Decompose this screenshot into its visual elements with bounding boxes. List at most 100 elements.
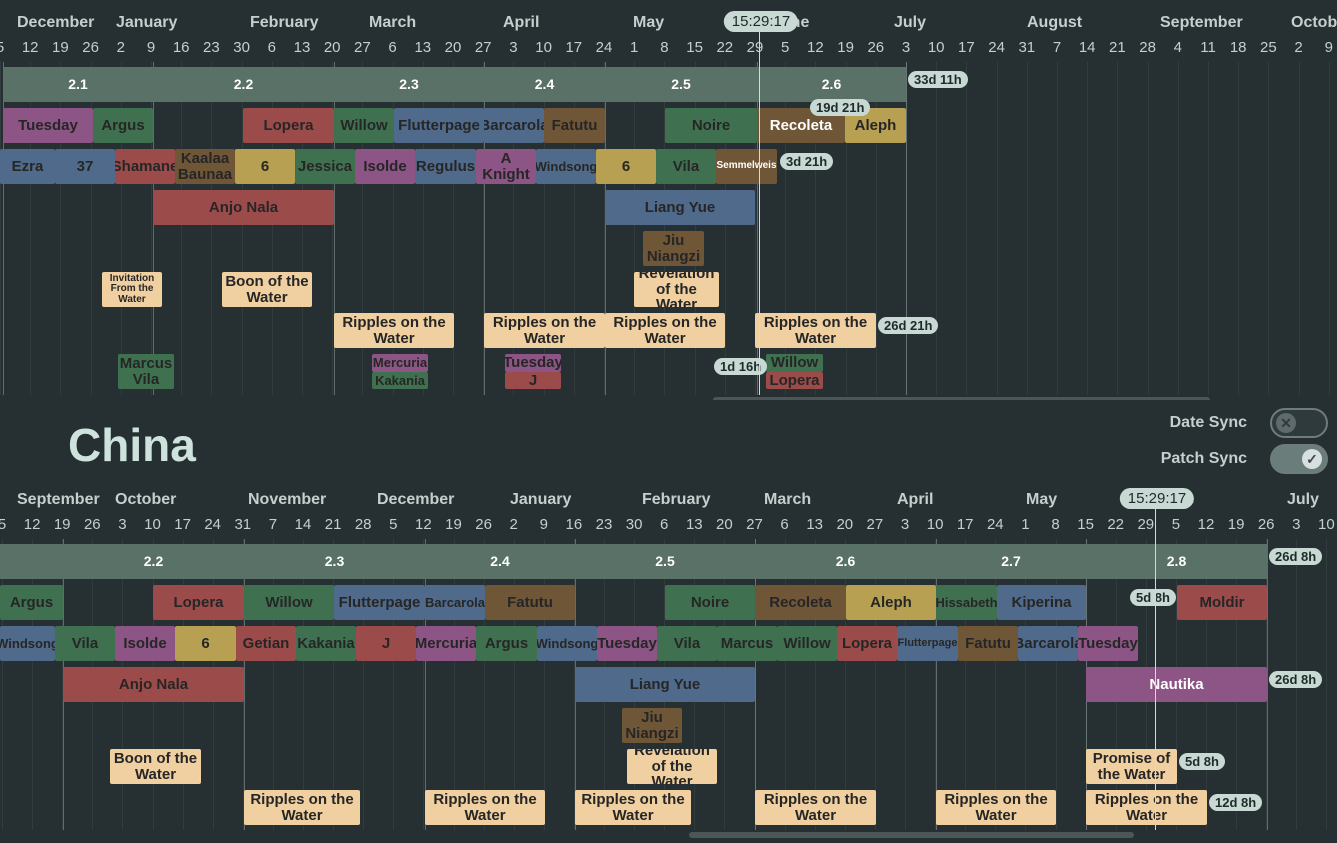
patch-sync-toggle[interactable]: ✓: [1270, 444, 1328, 474]
event-bar[interactable]: Noire: [665, 585, 755, 620]
event-bar[interactable]: 37: [55, 149, 115, 184]
event-bar[interactable]: Anjo Nala: [153, 190, 334, 225]
event-bar[interactable]: Ripples on the Water: [425, 790, 545, 825]
event-bar[interactable]: Mercuria: [372, 354, 428, 372]
event-bar[interactable]: Fatutu: [544, 108, 605, 143]
event-bar[interactable]: Isolde: [115, 626, 175, 661]
patch-bar[interactable]: 2.6: [757, 67, 906, 102]
event-bar[interactable]: Windsong: [537, 626, 597, 661]
patch-bar[interactable]: 2.5: [575, 544, 755, 579]
event-bar[interactable]: Ripples on the Water: [1086, 790, 1207, 825]
patch-bar[interactable]: 2.4: [425, 544, 575, 579]
event-bar[interactable]: Flutterpage: [897, 626, 958, 661]
event-bar[interactable]: Ripples on the Water: [244, 790, 360, 825]
patch-bar[interactable]: 2.3: [334, 67, 484, 102]
event-bar[interactable]: Aleph: [846, 585, 936, 620]
event-bar[interactable]: Noire: [665, 108, 757, 143]
event-bar[interactable]: Fatutu: [958, 626, 1018, 661]
event-bar[interactable]: Nautika: [1086, 667, 1267, 702]
event-bar[interactable]: Barcarola: [1018, 626, 1078, 661]
patch-bar[interactable]: [0, 544, 63, 579]
event-bar[interactable]: Vila: [657, 626, 717, 661]
event-bar[interactable]: Marcus Vila: [118, 354, 174, 389]
event-bar[interactable]: Willow: [777, 626, 837, 661]
event-bar[interactable]: Ripples on the Water: [755, 313, 876, 348]
event-bar[interactable]: Semmelweis: [716, 149, 777, 184]
event-bar[interactable]: Willow: [244, 585, 334, 620]
event-bar[interactable]: Kiperina: [997, 585, 1086, 620]
event-bar[interactable]: Regulus: [415, 149, 476, 184]
event-bar[interactable]: Ripples on the Water: [605, 313, 725, 348]
event-bar[interactable]: Marcus: [717, 626, 777, 661]
event-bar[interactable]: Moldir: [1177, 585, 1267, 620]
event-bar[interactable]: Boon of the Water: [110, 749, 201, 784]
event-bar[interactable]: Vila: [55, 626, 115, 661]
event-bar[interactable]: Argus: [476, 626, 537, 661]
event-bar[interactable]: Ripples on the Water: [334, 313, 454, 348]
patch-bar[interactable]: 2.4: [484, 67, 605, 102]
event-bar[interactable]: Lopera: [153, 585, 244, 620]
event-bar[interactable]: J: [505, 372, 561, 389]
global-timeline[interactable]: DecemberJanuaryFebruaryMarchAprilMayJune…: [0, 0, 1337, 400]
patch-bar[interactable]: 2.2: [153, 67, 334, 102]
event-bar[interactable]: Liang Yue: [575, 667, 755, 702]
event-bar[interactable]: Ripples on the Water: [575, 790, 691, 825]
event-bar[interactable]: J: [356, 626, 416, 661]
event-bar[interactable]: Ripples on the Water: [484, 313, 605, 348]
event-bar[interactable]: Ripples on the Water: [755, 790, 876, 825]
event-bar[interactable]: Argus: [0, 585, 63, 620]
event-bar[interactable]: Barcarola: [425, 585, 485, 620]
event-bar[interactable]: Kakania: [296, 626, 356, 661]
event-bar[interactable]: Revelation of the Water: [634, 272, 719, 307]
event-bar[interactable]: Tuesday: [505, 354, 561, 372]
event-bar[interactable]: Tuesday: [1078, 626, 1138, 661]
china-timeline[interactable]: September October November December January F…: [0, 477, 1337, 843]
event-bar[interactable]: Promise of the Water: [1086, 749, 1177, 784]
patch-bar[interactable]: 2.6: [755, 544, 936, 579]
event-bar[interactable]: Lopera: [243, 108, 334, 143]
patch-bar[interactable]: 2.1: [3, 67, 153, 102]
event-bar[interactable]: Boon of the Water: [222, 272, 312, 307]
event-bar[interactable]: 6: [235, 149, 295, 184]
event-bar[interactable]: Windsong: [536, 149, 596, 184]
event-bar[interactable]: Willow: [766, 354, 823, 372]
event-bar[interactable]: Anjo Nala: [63, 667, 244, 702]
event-bar[interactable]: Vila: [656, 149, 716, 184]
patch-bar[interactable]: 2.8: [1086, 544, 1267, 579]
patch-bar[interactable]: 2.5: [605, 67, 757, 102]
event-bar[interactable]: Invitation From the Water: [102, 272, 162, 307]
event-bar[interactable]: Mercuria: [416, 626, 476, 661]
horizontal-scrollbar[interactable]: [689, 832, 1134, 838]
event-bar[interactable]: Lopera: [837, 626, 897, 661]
event-bar[interactable]: Willow: [334, 108, 394, 143]
event-bar[interactable]: Fatutu: [485, 585, 575, 620]
event-bar[interactable]: Windsong: [0, 626, 55, 661]
patch-bar[interactable]: 2.2: [63, 544, 244, 579]
event-bar[interactable]: Jessica: [295, 149, 355, 184]
date-sync-toggle[interactable]: ✕: [1270, 408, 1328, 438]
event-bar[interactable]: Jiu Niangzi: [622, 708, 682, 743]
event-bar[interactable]: Kaalaa Baunaa: [175, 149, 235, 184]
event-bar[interactable]: Argus: [93, 108, 153, 143]
event-bar[interactable]: Revelation of the Water: [627, 749, 717, 784]
event-bar[interactable]: Getian: [236, 626, 296, 661]
event-bar[interactable]: Tuesday: [597, 626, 657, 661]
event-bar[interactable]: Flutterpage: [334, 585, 425, 620]
event-bar[interactable]: Tuesday: [3, 108, 93, 143]
event-bar[interactable]: Hissabeth: [936, 585, 997, 620]
event-bar[interactable]: Barcarola: [484, 108, 544, 143]
horizontal-scrollbar[interactable]: [713, 397, 1210, 400]
event-bar[interactable]: A Knight: [476, 149, 536, 184]
event-bar[interactable]: Ezra: [0, 149, 55, 184]
event-bar[interactable]: Shamane: [115, 149, 175, 184]
event-bar[interactable]: Lopera: [766, 372, 823, 389]
patch-bar[interactable]: 2.3: [244, 544, 425, 579]
event-bar[interactable]: Kakania: [372, 372, 428, 389]
event-bar[interactable]: 6: [596, 149, 656, 184]
patch-bar[interactable]: 2.7: [936, 544, 1086, 579]
event-bar[interactable]: 6: [175, 626, 236, 661]
event-bar[interactable]: Jiu Niangzi: [643, 231, 704, 266]
event-bar[interactable]: Liang Yue: [605, 190, 755, 225]
event-bar[interactable]: Isolde: [355, 149, 415, 184]
event-bar[interactable]: Recoleta: [755, 585, 846, 620]
